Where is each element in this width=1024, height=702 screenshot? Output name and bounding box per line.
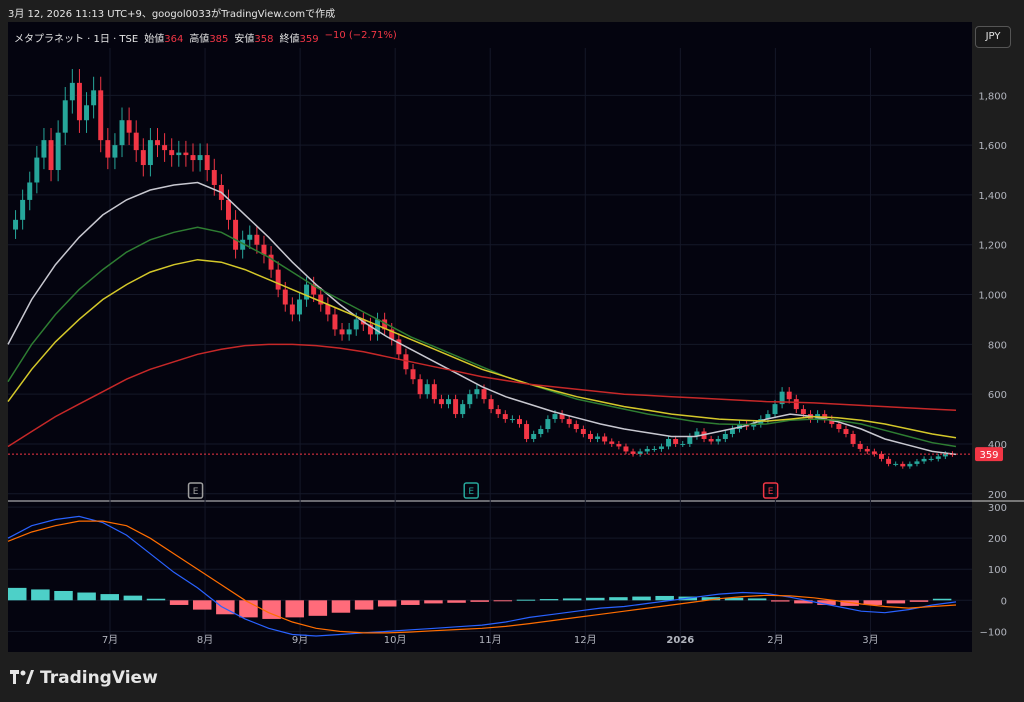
y-tick-label: 1,200 <box>978 241 1007 252</box>
tradingview-logo-icon <box>10 669 34 688</box>
y-tick-label: 1,000 <box>978 291 1007 302</box>
low-label: 安値 <box>234 34 255 45</box>
brand-name: TradingView <box>40 668 158 688</box>
open-value: 364 <box>164 34 184 45</box>
y-tick-label: 400 <box>988 440 1007 451</box>
osc-tick-label: 200 <box>988 534 1007 545</box>
y-tick-label: 1,400 <box>978 191 1007 202</box>
close-label: 終値 <box>279 34 300 45</box>
high-label: 高値 <box>189 34 210 45</box>
y-tick-label: 800 <box>988 340 1007 351</box>
close-value: 359 <box>299 34 319 45</box>
symbol-title: メタプラネット · 1日 · TSE <box>14 34 139 45</box>
y-tick-label: 1,600 <box>978 141 1007 152</box>
last-price-label: 359 <box>979 450 998 461</box>
currency-button[interactable]: JPY <box>975 26 1011 48</box>
open-label: 始値 <box>144 34 165 45</box>
chart-panel[interactable] <box>8 22 972 652</box>
low-value: 358 <box>254 34 274 45</box>
footer: TradingView <box>10 668 158 688</box>
symbol-legend: メタプラネット · 1日 · TSE 始値364 高値385 安値358 終値3… <box>14 30 397 45</box>
high-value: 385 <box>209 34 229 45</box>
last-price-tag <box>975 447 1003 462</box>
y-tick-label: 600 <box>988 390 1007 401</box>
osc-tick-label: 300 <box>988 503 1007 514</box>
y-tick-label: 200 <box>988 490 1007 501</box>
chart-caption: 3月 12, 2026 11:13 UTC+9、googol0033がTradi… <box>8 9 336 20</box>
osc-tick-label: 0 <box>1001 596 1007 607</box>
change-value: −10 (−2.71%) <box>324 30 397 41</box>
y-tick-label: 1,800 <box>978 91 1007 102</box>
osc-tick-label: −100 <box>980 627 1007 638</box>
osc-tick-label: 100 <box>988 565 1007 576</box>
